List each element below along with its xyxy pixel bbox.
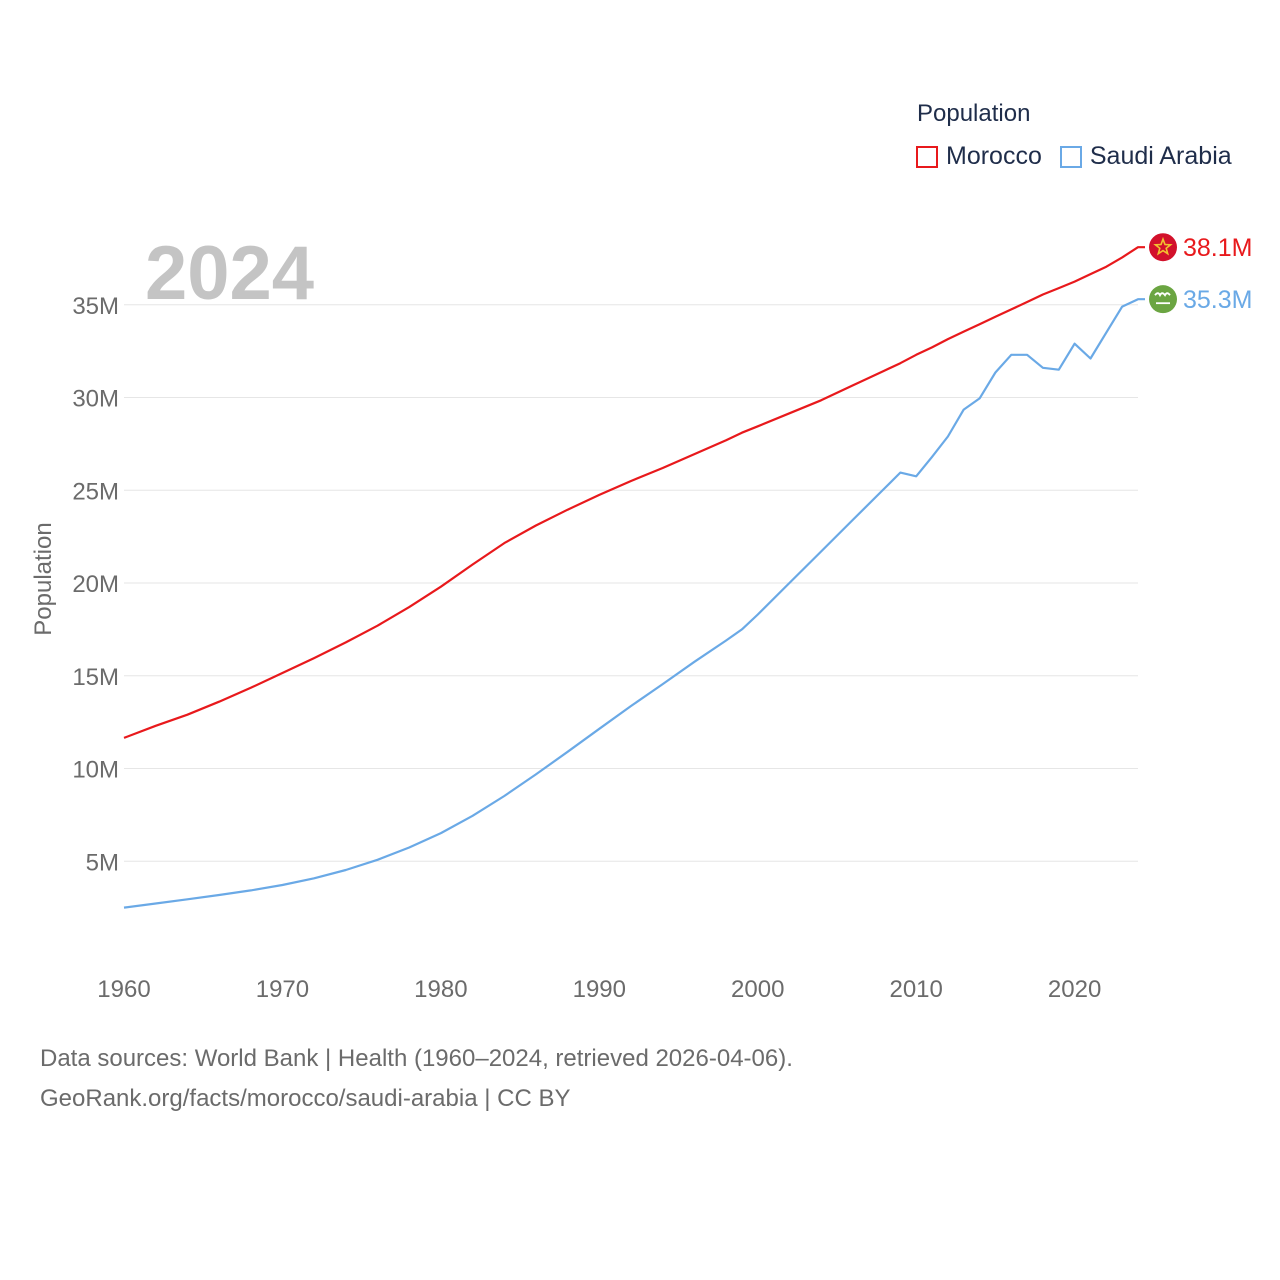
end-value-label-morocco: 38.1M (1183, 234, 1252, 262)
x-tick-label: 1970 (256, 976, 309, 1003)
y-tick-label: 10M (72, 757, 119, 784)
year-label: 2024 (145, 231, 315, 316)
legend-item-morocco[interactable]: Morocco (916, 142, 1042, 171)
y-tick-label: 25M (72, 478, 119, 505)
x-tick-label: 1980 (414, 976, 467, 1003)
series-lines (123, 246, 1145, 909)
y-tick-label: 30M (72, 386, 119, 413)
legend: Morocco Saudi Arabia (916, 142, 1250, 171)
x-tick-label: 1990 (573, 976, 626, 1003)
y-axis-label: Population (30, 522, 57, 635)
y-axis-tick-labels: 5M 10M 15M 20M 25M 30M 35M (72, 293, 119, 877)
x-axis-tick-labels: 1960 1970 1980 1990 2000 2010 2020 (97, 976, 1101, 1003)
y-tick-label: 35M (72, 293, 119, 320)
footer-sources: Data sources: World Bank | Health (1960–… (40, 1045, 793, 1072)
legend-swatch-saudi-arabia (1059, 145, 1082, 168)
y-tick-label: 15M (72, 664, 119, 691)
y-tick-label: 20M (72, 571, 119, 598)
legend-label-morocco: Morocco (946, 142, 1042, 170)
x-tick-label: 2020 (1048, 976, 1101, 1003)
y-tick-label: 5M (86, 849, 119, 876)
flag-icon-morocco (1149, 233, 1177, 262)
legend-item-saudi-arabia[interactable]: Saudi Arabia (1059, 142, 1232, 171)
series-line-saudi-arabia (123, 298, 1145, 909)
footer-attribution[interactable]: GeoRank.org/facts/morocco/saudi-arabia |… (40, 1085, 571, 1112)
x-tick-label: 2000 (731, 976, 784, 1003)
grid-lines (124, 304, 1138, 862)
flag-icon-saudi-arabia (1149, 285, 1177, 314)
x-tick-label: 2010 (889, 976, 942, 1003)
end-markers: 38.1M 35.3M (1149, 233, 1252, 314)
series-line-morocco (123, 246, 1145, 739)
legend-swatch-morocco (916, 145, 938, 168)
legend-title: Population (917, 100, 1031, 127)
legend-label-saudi-arabia: Saudi Arabia (1089, 142, 1232, 170)
end-value-label-saudi-arabia: 35.3M (1183, 286, 1252, 314)
x-tick-label: 1960 (97, 976, 150, 1003)
